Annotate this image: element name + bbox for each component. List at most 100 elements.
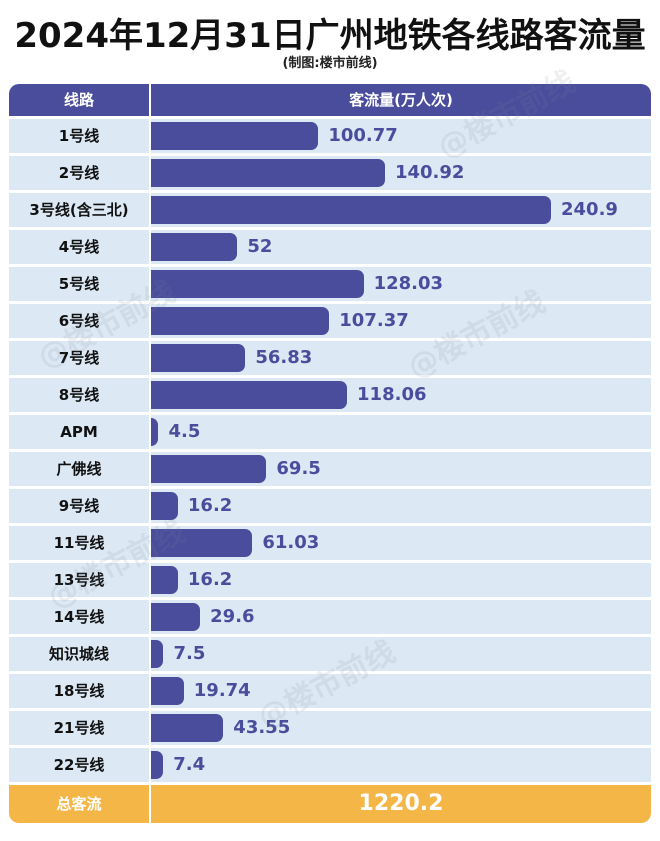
header-value-column: 客流量(万人次) xyxy=(349,91,453,109)
table-row: 13号线 16.2 xyxy=(9,563,651,597)
line-label: 6号线 xyxy=(58,312,100,330)
row-separator xyxy=(149,267,151,301)
table-row: 22号线 7.4 xyxy=(9,748,651,782)
bar xyxy=(151,492,178,520)
table-row: 2号线 140.92 xyxy=(9,156,651,190)
value-label: 7.4 xyxy=(173,754,206,775)
value-label: 107.37 xyxy=(339,310,409,331)
table-row: 9号线 16.2 xyxy=(9,489,651,523)
table-row: 5号线 128.03 xyxy=(9,267,651,301)
line-label: 4号线 xyxy=(58,238,100,256)
bar xyxy=(151,529,253,557)
bar xyxy=(151,233,238,261)
value-label: 52 xyxy=(247,236,273,257)
value-label: 43.55 xyxy=(233,717,291,738)
row-separator xyxy=(149,230,151,264)
bar xyxy=(151,751,164,779)
line-label: 9号线 xyxy=(58,497,100,515)
value-label: 16.2 xyxy=(187,569,233,590)
table-row: 广佛线 69.5 xyxy=(9,452,651,486)
line-label: 3号线(含三北) xyxy=(29,201,129,219)
row-separator xyxy=(149,119,151,153)
row-separator xyxy=(149,378,151,412)
line-label: 14号线 xyxy=(53,608,105,626)
bar xyxy=(151,159,385,187)
table-row: 6号线 107.37 xyxy=(9,304,651,338)
table-row: 18号线 19.74 xyxy=(9,674,651,708)
bar xyxy=(151,270,364,298)
row-separator xyxy=(149,341,151,375)
table-row: 8号线 118.06 xyxy=(9,378,651,412)
row-separator xyxy=(149,304,151,338)
value-label: 140.92 xyxy=(394,162,465,183)
total-value: 1220.2 xyxy=(358,791,444,816)
chart-subtitle: (制图:楼市前线) xyxy=(282,56,378,71)
value-label: 128.03 xyxy=(373,273,444,294)
value-label: 16.2 xyxy=(187,495,233,516)
passenger-flow-table: 线路 客流量(万人次) 1号线 100.77 2号线 140.92 3号线(含三北) 24… xyxy=(9,84,651,823)
row-separator xyxy=(149,711,151,745)
line-label: 知识城线 xyxy=(48,645,109,663)
row-separator xyxy=(149,563,151,597)
table-header: 线路 客流量(万人次) xyxy=(9,84,651,116)
table-row: 3号线(含三北) 240.9 xyxy=(9,193,651,227)
table-row: APM 4.5 xyxy=(9,415,651,449)
bar xyxy=(151,603,201,631)
total-label: 总客流 xyxy=(56,795,102,813)
row-separator xyxy=(149,415,151,449)
line-label: 2号线 xyxy=(58,164,100,182)
bar xyxy=(151,122,319,150)
header-line-column: 线路 xyxy=(63,91,94,109)
value-label: 61.03 xyxy=(262,532,320,553)
row-separator xyxy=(149,674,151,708)
line-label: 21号线 xyxy=(53,719,105,737)
bar xyxy=(151,455,267,483)
row-separator xyxy=(149,600,151,634)
row-separator xyxy=(149,156,151,190)
value-label: 56.83 xyxy=(255,347,313,368)
value-label: 7.5 xyxy=(173,643,206,664)
line-label: 1号线 xyxy=(58,127,100,145)
bar xyxy=(151,196,551,224)
row-separator xyxy=(149,637,151,671)
value-label: 100.77 xyxy=(328,125,398,146)
value-label: 118.06 xyxy=(357,384,427,405)
row-separator xyxy=(149,526,151,560)
bar xyxy=(151,714,224,742)
header-separator xyxy=(149,84,151,116)
table-row: 4号线 52 xyxy=(9,230,651,264)
bar xyxy=(151,381,348,409)
line-label: 广佛线 xyxy=(56,460,102,478)
row-separator xyxy=(149,452,151,486)
value-label: 19.74 xyxy=(193,680,251,701)
table-row: 14号线 29.6 xyxy=(9,600,651,634)
table-row: 21号线 43.55 xyxy=(9,711,651,745)
total-separator xyxy=(149,785,151,823)
value-label: 29.6 xyxy=(210,606,255,627)
bar xyxy=(151,677,184,705)
chart-title: 2024年12月31日广州地铁各线路客流量 xyxy=(14,16,646,56)
bar xyxy=(151,307,330,335)
bar xyxy=(151,640,164,668)
line-label: 8号线 xyxy=(58,386,100,404)
table-row: 1号线 100.77 xyxy=(9,119,651,153)
total-row: 总客流 1220.2 xyxy=(9,785,651,823)
bar xyxy=(151,566,178,594)
table-row: 11号线 61.03 xyxy=(9,526,651,560)
bar xyxy=(151,344,246,372)
row-separator xyxy=(149,748,151,782)
line-label: 5号线 xyxy=(58,275,100,293)
line-label: 11号线 xyxy=(53,534,105,552)
table-row: 7号线 56.83 xyxy=(9,341,651,375)
line-label: 13号线 xyxy=(53,571,105,589)
table-row: 知识城线 7.5 xyxy=(9,637,651,671)
chart-rows: 1号线 100.77 2号线 140.92 3号线(含三北) 240.9 4号线 52 5号线 1… xyxy=(9,119,651,782)
value-label: 240.9 xyxy=(561,199,618,220)
bar xyxy=(151,418,159,446)
line-label: 7号线 xyxy=(58,349,100,367)
value-label: 69.5 xyxy=(276,458,321,479)
line-label: 18号线 xyxy=(53,682,105,700)
row-separator xyxy=(149,489,151,523)
value-label: 4.5 xyxy=(168,421,201,442)
row-separator xyxy=(149,193,151,227)
